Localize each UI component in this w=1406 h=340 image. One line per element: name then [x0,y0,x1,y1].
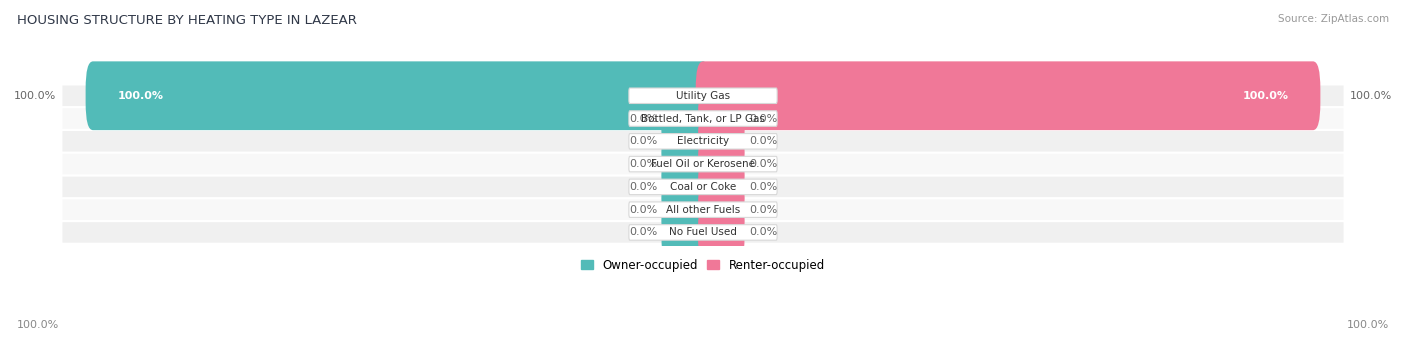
Text: 100.0%: 100.0% [1243,91,1289,101]
FancyBboxPatch shape [62,108,1344,129]
FancyBboxPatch shape [628,225,778,240]
Text: 0.0%: 0.0% [749,227,778,237]
Text: Bottled, Tank, or LP Gas: Bottled, Tank, or LP Gas [641,114,765,123]
FancyBboxPatch shape [699,184,745,235]
FancyBboxPatch shape [62,131,1344,152]
Text: 0.0%: 0.0% [628,114,657,123]
FancyBboxPatch shape [661,184,707,235]
Text: 100.0%: 100.0% [17,320,59,330]
Text: 0.0%: 0.0% [749,182,778,192]
Text: 0.0%: 0.0% [749,136,778,146]
FancyBboxPatch shape [628,134,778,149]
FancyBboxPatch shape [699,139,745,189]
Text: Electricity: Electricity [676,136,730,146]
Text: 0.0%: 0.0% [628,136,657,146]
FancyBboxPatch shape [62,154,1344,174]
Text: 100.0%: 100.0% [1350,91,1392,101]
Text: 0.0%: 0.0% [628,159,657,169]
FancyBboxPatch shape [696,61,1320,130]
FancyBboxPatch shape [628,202,778,217]
FancyBboxPatch shape [699,116,745,167]
Text: Utility Gas: Utility Gas [676,91,730,101]
Text: 0.0%: 0.0% [628,227,657,237]
Text: 100.0%: 100.0% [14,91,56,101]
Text: No Fuel Used: No Fuel Used [669,227,737,237]
FancyBboxPatch shape [661,116,707,167]
Text: 0.0%: 0.0% [628,182,657,192]
Text: 0.0%: 0.0% [749,159,778,169]
Text: 0.0%: 0.0% [749,114,778,123]
Text: HOUSING STRUCTURE BY HEATING TYPE IN LAZEAR: HOUSING STRUCTURE BY HEATING TYPE IN LAZ… [17,14,357,27]
FancyBboxPatch shape [628,179,778,194]
FancyBboxPatch shape [62,222,1344,243]
FancyBboxPatch shape [628,88,778,103]
FancyBboxPatch shape [628,156,778,172]
Text: All other Fuels: All other Fuels [666,205,740,215]
FancyBboxPatch shape [661,207,707,258]
Text: Coal or Coke: Coal or Coke [669,182,737,192]
Text: 100.0%: 100.0% [117,91,163,101]
FancyBboxPatch shape [661,139,707,189]
Text: 100.0%: 100.0% [1347,320,1389,330]
FancyBboxPatch shape [661,162,707,212]
FancyBboxPatch shape [62,85,1344,106]
FancyBboxPatch shape [62,199,1344,220]
Legend: Owner-occupied, Renter-occupied: Owner-occupied, Renter-occupied [576,254,830,276]
FancyBboxPatch shape [699,162,745,212]
FancyBboxPatch shape [86,61,710,130]
FancyBboxPatch shape [661,93,707,144]
Text: Fuel Oil or Kerosene: Fuel Oil or Kerosene [651,159,755,169]
Text: 0.0%: 0.0% [628,205,657,215]
FancyBboxPatch shape [699,93,745,144]
Text: Source: ZipAtlas.com: Source: ZipAtlas.com [1278,14,1389,23]
FancyBboxPatch shape [628,111,778,126]
Text: 0.0%: 0.0% [749,205,778,215]
FancyBboxPatch shape [62,176,1344,197]
FancyBboxPatch shape [699,207,745,258]
